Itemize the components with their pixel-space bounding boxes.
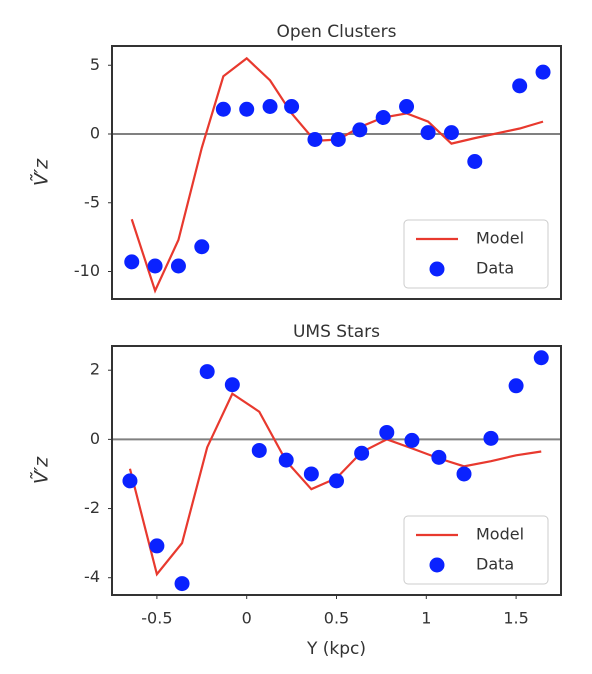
chart-title: UMS Stars (293, 322, 380, 342)
data-point (399, 99, 415, 114)
data-point (375, 110, 391, 125)
data-point (149, 538, 165, 554)
data-point (508, 378, 524, 394)
data-point (420, 125, 436, 141)
data-point (174, 576, 190, 592)
legend-label: Data (476, 259, 514, 278)
x-axis-label: Y (kpc) (306, 639, 366, 659)
data-point (483, 430, 499, 446)
data-point (303, 466, 319, 482)
data-point (278, 452, 294, 468)
data-point (122, 473, 138, 489)
data-point (170, 258, 186, 274)
y-tick-label: -10 (74, 261, 100, 280)
x-tick-label: 1 (421, 609, 431, 628)
data-point (456, 466, 472, 482)
legend-label: Model (476, 229, 524, 248)
data-point (224, 377, 240, 393)
y-tick-label: 0 (90, 124, 100, 143)
data-point (284, 99, 300, 114)
model-line (130, 56, 544, 294)
y-tick-label: -5 (84, 192, 100, 211)
data-point (215, 101, 231, 117)
legend-label: Data (476, 555, 514, 574)
data-point (330, 132, 346, 147)
data-point (262, 99, 278, 114)
legend-swatch (429, 261, 445, 277)
legend-swatch (429, 557, 445, 573)
axes-frame (111, 45, 562, 300)
x-tick-label: -0.5 (141, 609, 172, 628)
data-point (535, 64, 551, 80)
data-point (379, 424, 395, 440)
data-point (307, 132, 323, 147)
data-point (467, 154, 483, 169)
chart-title: Open Clusters (276, 22, 396, 42)
y-axis-label: Ṽ′z (29, 456, 53, 484)
legend-label: Model (476, 525, 524, 544)
y-tick-label: 0 (90, 429, 100, 448)
data-point (124, 254, 140, 270)
data-point (533, 350, 549, 366)
data-point (199, 364, 215, 380)
data-point (512, 78, 528, 94)
y-tick-label: -4 (84, 567, 100, 586)
data-point (354, 445, 370, 461)
data-point (194, 239, 210, 255)
data-point (329, 473, 344, 489)
data-point (147, 258, 163, 274)
x-tick-label: 0.5 (324, 609, 349, 628)
axes-frame (111, 345, 562, 596)
x-tick-label: 0 (242, 609, 252, 628)
data-point (404, 432, 420, 448)
y-axis-label: Ṽ′z (29, 158, 53, 186)
data-point (239, 101, 255, 117)
y-tick-label: 2 (90, 360, 100, 379)
y-tick-label: 5 (90, 55, 100, 74)
data-point (352, 122, 368, 138)
y-tick-label: -2 (84, 498, 100, 517)
data-point (251, 442, 267, 458)
x-tick-label: 1.5 (503, 609, 528, 628)
data-point (443, 125, 459, 141)
data-point (431, 449, 447, 465)
